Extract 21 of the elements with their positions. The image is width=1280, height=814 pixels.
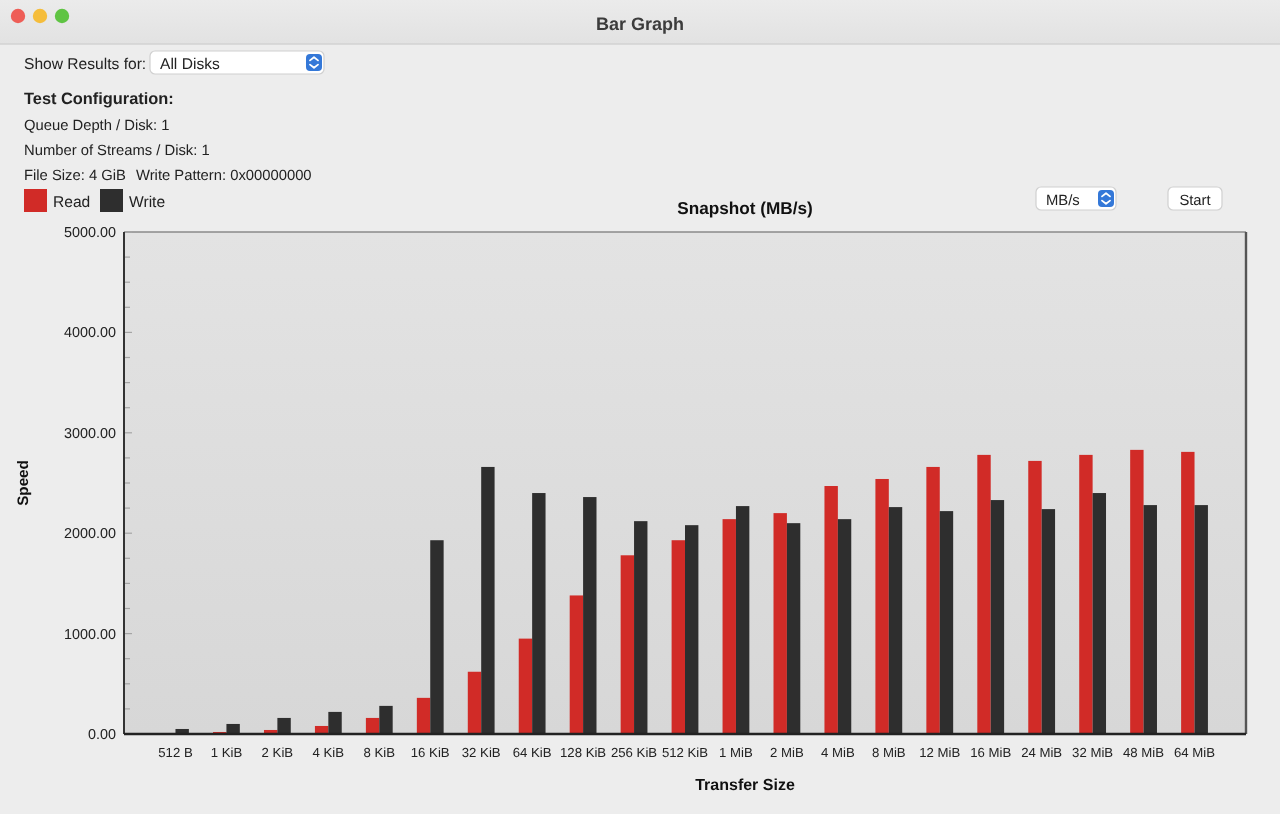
bar [620,555,635,734]
text: Bar Graph [595,14,685,34]
bar [1130,449,1144,734]
bar [518,638,533,734]
x-axis-title: Transfer Size [695,776,796,794]
bar [1028,460,1042,734]
bar [773,513,787,734]
chart-title: Snapshot (MB/s) [677,198,814,218]
bar [365,717,380,734]
bar [722,519,736,734]
bar [824,486,838,734]
bar [671,540,685,734]
text: Test Configuration: [24,90,174,108]
bar [569,595,584,734]
bar [416,697,431,734]
bar [926,466,940,734]
bar [875,478,889,734]
bar [977,454,991,734]
bar [1079,454,1093,734]
bar [1181,451,1195,734]
bar [467,671,482,734]
